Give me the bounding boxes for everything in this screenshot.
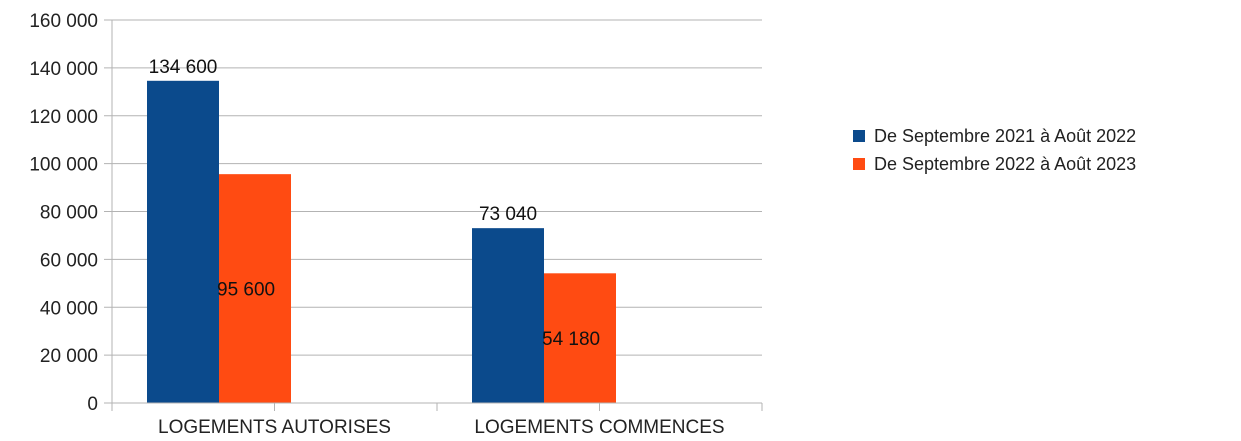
legend-swatch <box>853 130 865 142</box>
legend: De Septembre 2021 à Août 2022 De Septembr… <box>853 126 1136 174</box>
data-label: 54 180 <box>542 329 600 350</box>
y-tick-label: 80 000 <box>40 203 98 224</box>
data-label: 95 600 <box>217 280 275 301</box>
category-labels: LOGEMENTS AUTORISES LOGEMENTS COMMENCES <box>158 417 725 438</box>
axes <box>111 20 763 411</box>
y-tick-label: 160 000 <box>29 11 98 32</box>
data-label: 134 600 <box>149 57 218 78</box>
y-axis-ticks: 0 20 000 40 000 60 000 80 000 100 000 120 000 1… <box>29 11 112 415</box>
legend-label: De Septembre 2021 à Août 2022 <box>874 126 1136 146</box>
category-label: LOGEMENTS COMMENCES <box>474 417 724 438</box>
legend-swatch <box>853 158 865 170</box>
y-tick-label: 60 000 <box>40 250 98 271</box>
y-tick-label: 20 000 <box>40 346 98 367</box>
data-labels: 134 600 73 040 95 600 54 180 <box>149 57 600 350</box>
y-tick-label: 100 000 <box>29 155 98 176</box>
bar-series-2-0 <box>219 174 291 403</box>
data-label: 73 040 <box>479 204 537 225</box>
bar-series-1-0 <box>147 80 219 404</box>
y-tick-label: 40 000 <box>40 298 98 319</box>
y-tick-label: 120 000 <box>29 107 98 128</box>
category-label: LOGEMENTS AUTORISES <box>158 417 391 438</box>
legend-label: De Septembre 2022 à Août 2023 <box>874 154 1136 174</box>
y-tick-label: 0 <box>87 394 98 415</box>
bars <box>147 80 616 404</box>
y-tick-label: 140 000 <box>29 59 98 80</box>
bar-series-2-1 <box>544 273 616 403</box>
bar-series-1-1 <box>472 228 544 403</box>
